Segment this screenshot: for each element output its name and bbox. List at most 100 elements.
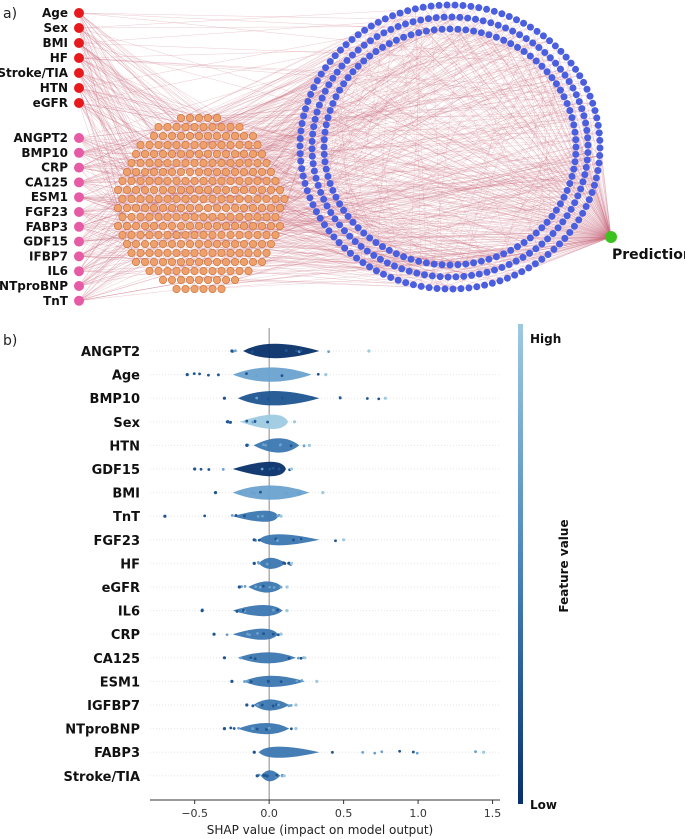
shap-point [251, 704, 255, 708]
network-edge [78, 182, 200, 263]
network-edge [364, 30, 612, 238]
hidden2-node [425, 284, 433, 292]
feature-label: Sex [113, 416, 140, 431]
hidden2-node [310, 123, 318, 131]
network-edge [270, 203, 561, 227]
network-edge [167, 125, 599, 272]
network-edge [158, 20, 484, 164]
shap-point [264, 728, 268, 731]
hidden2-node [297, 127, 305, 135]
network-edge [330, 212, 612, 238]
network-edge [207, 19, 476, 281]
network-edge [396, 27, 506, 254]
shap-point [261, 584, 265, 588]
hidden1-node [226, 195, 235, 204]
shap-point-max [289, 561, 294, 566]
hidden1-node [172, 266, 181, 275]
hidden1-node [244, 249, 253, 258]
hidden2-node [552, 59, 560, 67]
hidden1-node [253, 159, 262, 168]
hidden1-node [186, 168, 195, 177]
shap-point-min [252, 538, 256, 542]
hidden1-node [136, 141, 145, 150]
network-edge [216, 117, 587, 207]
hidden1-node [208, 231, 217, 240]
hidden2-node [332, 193, 340, 201]
network-edge [252, 153, 497, 257]
input-label: FGF23 [25, 205, 68, 219]
hidden1-node [118, 213, 127, 222]
hidden2-node [532, 229, 540, 237]
hidden1-node [208, 141, 217, 150]
input-label: ANGPT2 [13, 131, 68, 145]
feature-label: IGFBP7 [87, 699, 140, 714]
x-tick-label: 0.0 [260, 807, 278, 820]
hidden1-node [190, 249, 199, 258]
network-edge [189, 183, 570, 263]
hidden1-node [163, 249, 172, 258]
hidden2-node [572, 65, 580, 73]
hidden2-node [390, 262, 398, 270]
shap-point [234, 513, 238, 517]
network-edge [78, 89, 561, 183]
hidden2-node [340, 227, 348, 235]
hidden2-node [313, 77, 321, 85]
hidden2-node [378, 43, 386, 51]
hidden2-node [514, 43, 522, 51]
hidden1-node [226, 231, 235, 240]
hidden2-node [324, 172, 332, 180]
hidden2-node [572, 136, 580, 144]
hidden2-node [490, 7, 498, 15]
hidden2-node [336, 86, 344, 94]
hidden1-node [217, 123, 226, 132]
network-edge [270, 242, 340, 245]
network-edge [261, 225, 430, 288]
hidden2-node [470, 27, 478, 35]
network-edge [261, 203, 561, 263]
network-edge [162, 31, 538, 281]
hidden2-node [308, 145, 316, 153]
network-edge [198, 135, 308, 191]
violin-body [232, 367, 312, 382]
shap-point [256, 514, 260, 518]
hidden2-node [323, 202, 331, 210]
hidden1-node [123, 168, 132, 177]
hidden1-node [181, 195, 190, 204]
network-edge [335, 96, 581, 190]
hidden2-node [585, 196, 593, 204]
network-edge [78, 135, 173, 272]
hidden1-node [118, 177, 127, 186]
network-edge [430, 6, 443, 265]
hidden2-node [538, 255, 546, 263]
hidden2-node [363, 247, 371, 255]
hidden2-node [329, 74, 337, 82]
hidden1-node [266, 168, 275, 177]
hidden2-node [500, 36, 508, 44]
network-edge [149, 144, 548, 223]
hidden1-node [208, 123, 217, 132]
hidden2-node [354, 224, 362, 232]
feature-label: BMP10 [90, 392, 140, 407]
shap-point [327, 350, 330, 354]
hidden1-node [168, 204, 177, 213]
hidden1-node [172, 141, 181, 150]
network-edge [203, 4, 456, 146]
network-edge [153, 75, 580, 155]
network-edge [409, 190, 568, 272]
network-edge [567, 190, 612, 238]
hidden2-node [308, 152, 316, 160]
shap-point [198, 372, 201, 376]
hidden1-node [181, 123, 190, 132]
hidden2-node [340, 80, 348, 88]
hidden2-node [594, 121, 602, 129]
network-edge [345, 44, 501, 281]
hidden2-node [571, 128, 579, 136]
shap-point [365, 397, 369, 400]
hidden1-node [190, 231, 199, 240]
hidden1-node [190, 141, 199, 150]
network-edge [358, 49, 612, 238]
x-axis-title: SHAP value (impact on model output) [207, 823, 434, 837]
input-node-biomarker [74, 251, 84, 262]
shap-point [411, 750, 415, 754]
hidden1-node [266, 222, 275, 231]
